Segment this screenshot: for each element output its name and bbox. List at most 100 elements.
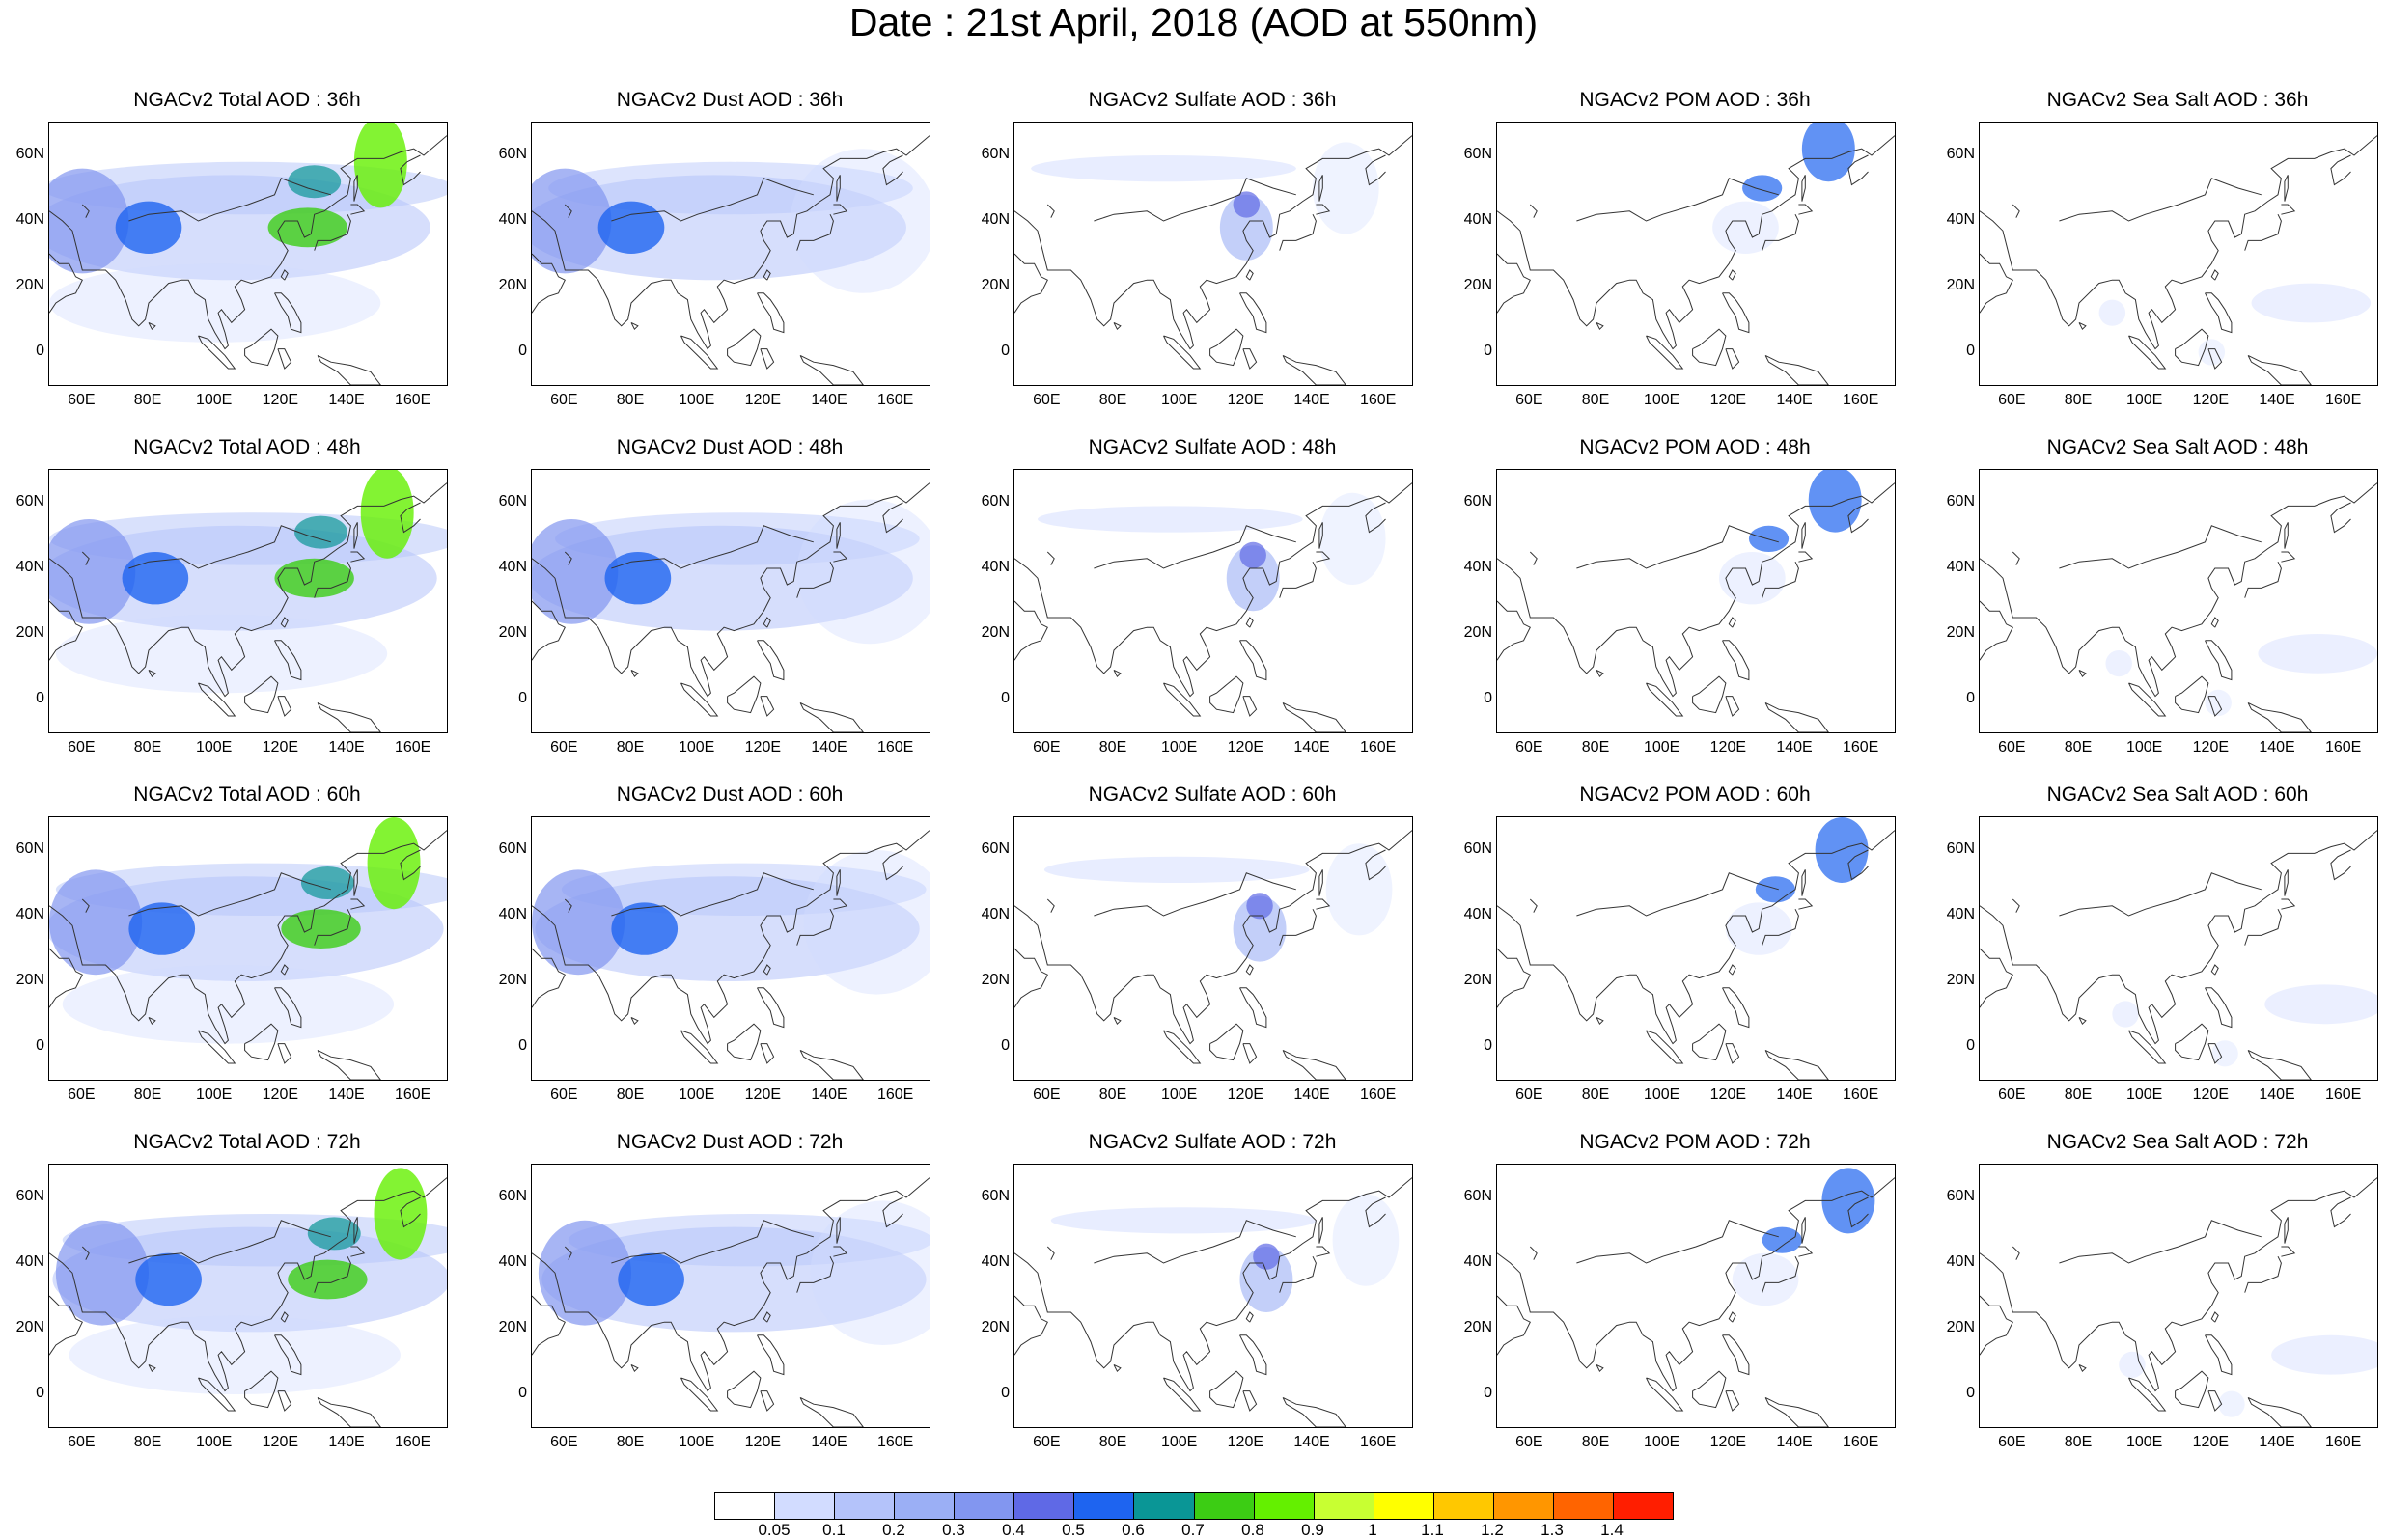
map-panel: NGACv2 Sea Salt AOD : 72h 60N 40N 20N 0 60E 80… xyxy=(1947,1129,2378,1457)
lon-tick-label: 80E xyxy=(2064,392,2093,408)
coastline xyxy=(2012,898,2020,913)
coastline xyxy=(1576,1220,1779,1264)
coastline xyxy=(2210,1311,2219,1323)
map-frame xyxy=(1013,1164,1413,1428)
coastline xyxy=(611,872,814,917)
coastline xyxy=(727,1370,762,1409)
map-frame xyxy=(1496,816,1896,1081)
panel-title: NGACv2 POM AOD : 36h xyxy=(1579,89,1811,111)
lon-tick-label: 140E xyxy=(328,1434,365,1450)
aerosol-plume xyxy=(1253,1243,1280,1270)
lon-tick-label: 60E xyxy=(68,392,96,408)
lat-tick-label: 20N xyxy=(1463,277,1492,293)
lon-tick-label: 160E xyxy=(2324,1086,2362,1103)
aerosol-plume xyxy=(1239,541,1266,568)
map-frame xyxy=(48,122,448,386)
map-canvas xyxy=(49,817,447,1080)
map-frame xyxy=(1979,122,2378,386)
coastline xyxy=(1980,948,2013,1008)
coastline xyxy=(757,1334,785,1376)
lon-tick-label: 60E xyxy=(68,1434,96,1450)
lon-tick-label: 60E xyxy=(1998,1434,2026,1450)
aerosol-plume xyxy=(1808,470,1862,533)
coastline xyxy=(1014,948,1048,1008)
lon-tick-label: 140E xyxy=(2259,1086,2295,1103)
lon-tick-label: 80E xyxy=(1581,392,1610,408)
map-canvas xyxy=(49,123,447,385)
colorbar-label: 1.1 xyxy=(1421,1521,1444,1539)
coastline xyxy=(274,1334,302,1376)
coastline xyxy=(630,1363,639,1373)
coastline xyxy=(2012,1246,2020,1260)
coastline xyxy=(1728,964,1736,976)
coastline xyxy=(796,561,834,598)
panel-title: NGACv2 Sea Salt AOD : 48h xyxy=(2046,436,2309,458)
lon-tick-label: 80E xyxy=(1581,739,1610,756)
coastline xyxy=(1282,354,1346,385)
lat-tick-label: 60N xyxy=(1946,1188,1975,1204)
coastline xyxy=(1576,872,1779,917)
coastline xyxy=(1316,204,1331,215)
coastline xyxy=(763,964,771,976)
aerosol-plume xyxy=(1801,123,1855,182)
coastline xyxy=(2059,1220,2262,1264)
coastline xyxy=(1764,354,1829,385)
map-panel: NGACv2 Sulfate AOD : 36h 60N 40N 20N 0 60E 80E… xyxy=(982,87,1413,415)
coastline xyxy=(2205,640,2233,681)
lat-tick-label: 40N xyxy=(1463,559,1492,575)
map-canvas xyxy=(1014,1177,1412,1427)
coastline xyxy=(833,551,848,563)
coastline xyxy=(314,561,351,598)
coastline xyxy=(49,1295,83,1356)
panel-title: NGACv2 Sulfate AOD : 48h xyxy=(1088,436,1337,458)
coastline xyxy=(400,1196,421,1228)
coastline xyxy=(128,872,331,917)
coastline xyxy=(1764,701,1829,732)
map-panel: NGACv2 Sulfate AOD : 60h 60N 40N 20N 0 60E 80E… xyxy=(982,782,1413,1110)
coastline xyxy=(532,253,566,314)
coastline xyxy=(836,522,841,549)
coastline xyxy=(198,1030,236,1064)
colorbar-box xyxy=(955,1493,1015,1519)
aerosol-plume xyxy=(300,866,354,899)
coastline xyxy=(1279,561,1317,598)
aerosol-plume xyxy=(1742,175,1783,202)
coastline xyxy=(833,204,848,215)
colorbar-box xyxy=(1553,1493,1614,1519)
coastline xyxy=(1725,696,1740,717)
coastline xyxy=(277,348,292,370)
coastline xyxy=(727,328,762,367)
map-panel: NGACv2 Total AOD : 48h 60N 40N 20N 0 60E 80E 10… xyxy=(16,434,448,762)
map-panel: NGACv2 POM AOD : 60h 60N 40N 20N 0 60E 80E 100E… xyxy=(1464,782,1896,1110)
coastline xyxy=(611,178,814,222)
map-panel: NGACv2 Sulfate AOD : 48h 60N 40N 20N 0 60E 80E… xyxy=(982,434,1413,762)
coastline xyxy=(2284,1217,2289,1244)
aerosol-plume xyxy=(1712,201,1779,254)
lon-tick-label: 60E xyxy=(1033,1086,1061,1103)
coastline xyxy=(314,1255,351,1293)
lon-tick-label: 120E xyxy=(744,392,782,408)
coastline xyxy=(1094,178,1296,222)
coastline xyxy=(564,551,572,565)
lat-tick-label: 20N xyxy=(1946,1319,1975,1335)
coastline xyxy=(796,908,834,946)
coastline xyxy=(198,682,236,717)
coastline xyxy=(630,669,639,678)
lon-tick-label: 140E xyxy=(1776,1434,1813,1450)
lat-tick-label: 60N xyxy=(15,493,44,509)
coastline xyxy=(2175,328,2209,367)
coastline xyxy=(1209,1023,1244,1061)
coastline xyxy=(148,1363,156,1373)
aerosol-plume xyxy=(2251,283,2372,323)
aerosol-plume xyxy=(2119,1351,2146,1378)
aerosol-plume xyxy=(2271,1334,2377,1375)
lat-tick-label: 0 xyxy=(518,1037,527,1054)
lat-tick-label: 20N xyxy=(1946,624,1975,641)
coastline xyxy=(2244,1255,2282,1293)
coastline xyxy=(1847,502,1869,534)
coastline xyxy=(2281,204,2296,215)
lon-tick-label: 80E xyxy=(616,1434,645,1450)
map-frame xyxy=(1979,816,2378,1081)
coastline xyxy=(1980,482,2377,698)
lat-tick-label: 0 xyxy=(518,1385,527,1401)
